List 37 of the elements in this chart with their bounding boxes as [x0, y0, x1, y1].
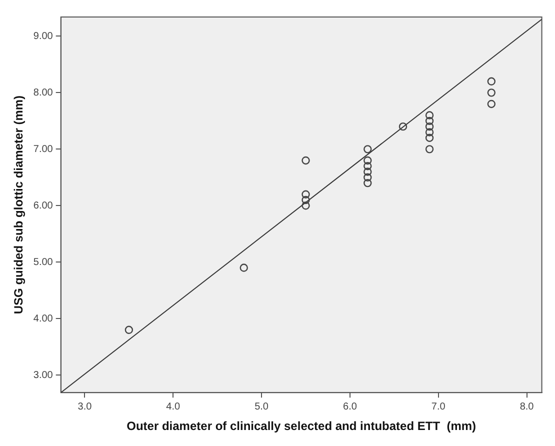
- point: [302, 202, 310, 210]
- x-axis-title: Outer diameter of clinically selected and intubated ETT (mm): [126, 419, 476, 434]
- point: [425, 122, 434, 131]
- point: [425, 128, 434, 136]
- point: [425, 111, 434, 120]
- point: [364, 145, 372, 154]
- x-tick-label: 5.0: [254, 401, 269, 412]
- x-tick-label: 8.0: [520, 401, 534, 412]
- point: [398, 122, 408, 131]
- y-tick-label: 8.00: [33, 87, 54, 98]
- y-tick-label: 7.00: [33, 144, 54, 155]
- point: [302, 156, 310, 165]
- y-tick-label: 3.00: [33, 370, 54, 381]
- point: [487, 77, 496, 86]
- point: [487, 88, 496, 97]
- point: [302, 190, 310, 198]
- x-tick-label: 3.0: [78, 401, 92, 412]
- y-tick-label: 9.00: [33, 30, 54, 42]
- point: [364, 173, 372, 182]
- point: [302, 196, 310, 204]
- point: [487, 100, 496, 108]
- x-tick-label: 6.0: [343, 401, 358, 412]
- point: [364, 156, 372, 165]
- y-tick-label: 6.00: [33, 200, 54, 212]
- point: [364, 168, 372, 176]
- y-tick-label: 4.00: [33, 313, 54, 324]
- point: [364, 162, 372, 170]
- point: [240, 264, 248, 272]
- point: [425, 134, 434, 142]
- point: [124, 326, 134, 334]
- point: [364, 178, 372, 188]
- x-tick-label: 7.0: [431, 401, 446, 412]
- y-axis-title: USG guided sub glottic diameter (mm): [12, 95, 26, 314]
- x-tick-label: 4.0: [166, 401, 181, 412]
- point: [425, 116, 434, 126]
- y-tick-label: 5.00: [33, 256, 54, 268]
- point: [425, 145, 434, 154]
